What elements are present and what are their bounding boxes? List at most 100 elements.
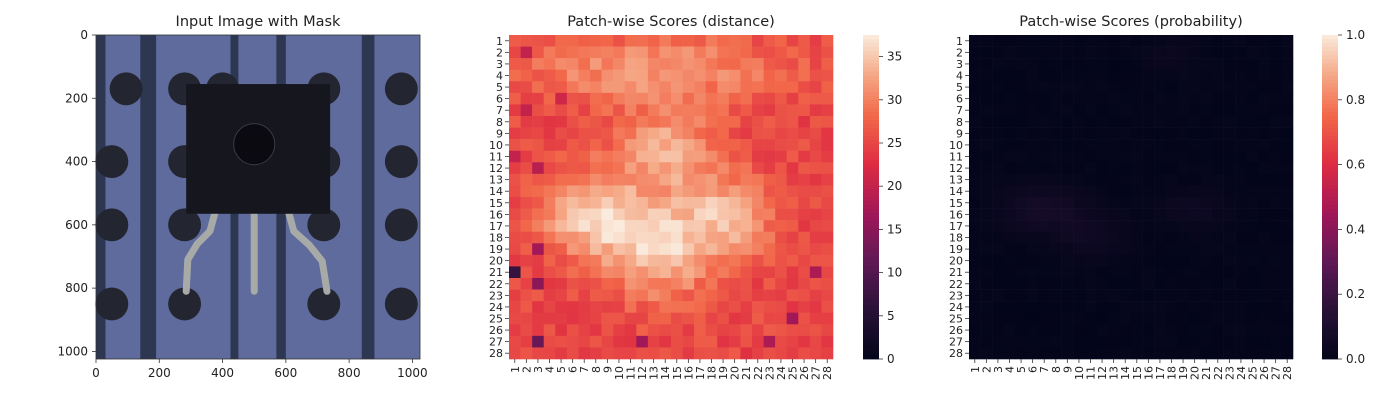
heatmap-cell [752, 312, 764, 325]
heatmap-cell [798, 35, 811, 47]
heatmap-cell [969, 289, 981, 302]
colorbar-segment [1322, 294, 1338, 299]
heatmap-cell [821, 324, 834, 337]
heatmap-cell [705, 301, 718, 314]
heatmap-cell [1084, 312, 1097, 325]
heatmap-cell [1015, 208, 1028, 221]
heatmap-cell [1246, 162, 1259, 175]
heatmap-cell [1119, 69, 1132, 82]
colorbar-segment [863, 144, 879, 149]
heatmap-cell [1003, 208, 1016, 221]
heatmap-cell [520, 81, 533, 94]
heatmap-cell [532, 197, 545, 209]
heatmap-cell [1119, 104, 1132, 117]
colorbar-tick-label: 30 [887, 93, 902, 107]
heatmap-cell [694, 220, 707, 233]
heatmap-cell [728, 58, 741, 71]
heatmap-cell [694, 46, 707, 59]
colorbar-tick-label: 20 [887, 179, 902, 193]
heatmap-cell [532, 173, 545, 186]
heatmap-cell [969, 254, 981, 267]
heatmap-cell [1223, 173, 1236, 186]
heatmap-cell [809, 324, 822, 337]
heatmap-cell [520, 301, 533, 314]
heatmap-cell [1084, 220, 1097, 233]
heatmap-cell [694, 347, 707, 360]
heatmap-cell [1235, 150, 1248, 163]
heatmap-cell [1281, 231, 1294, 244]
heatmap-cell [728, 231, 741, 244]
colorbar-segment [863, 350, 879, 356]
heatmap-cell [1096, 289, 1109, 302]
x-tick-label: 15 [1131, 366, 1144, 380]
heatmap-cell [647, 139, 660, 152]
heatmap-cell [520, 150, 533, 163]
heatmap-cell [636, 116, 649, 128]
heatmap-cell [601, 104, 614, 117]
heatmap-cell [566, 150, 579, 163]
heatmap-cell [1258, 289, 1271, 302]
colorbar-segment [863, 326, 879, 332]
heatmap-cell [590, 139, 602, 152]
heatmap-cell [624, 92, 637, 105]
heatmap-cell [1050, 254, 1062, 267]
heatmap-cell [1188, 127, 1201, 140]
heatmap-cell [740, 150, 753, 163]
heatmap-cell [1084, 104, 1097, 117]
heatmap-cell [1246, 231, 1259, 244]
heatmap-cell [671, 139, 683, 152]
heatmap-cell [1096, 162, 1109, 175]
heatmap-cell [1212, 266, 1224, 279]
heatmap-cell [566, 312, 579, 325]
heatmap-cell [1026, 243, 1039, 256]
heatmap-cell [798, 162, 811, 175]
heatmap-cell [1246, 139, 1259, 152]
heatmap-cell [555, 208, 568, 221]
heatmap-cell [1269, 301, 1282, 314]
heatmap-cell [1200, 197, 1213, 209]
heatmap-cell [1165, 231, 1178, 244]
heatmap-cell [659, 116, 672, 128]
y-tick-label: 800 [65, 281, 88, 295]
colorbar-segment [1322, 302, 1338, 307]
heatmap-cell [740, 312, 753, 325]
colorbar-segment [1322, 55, 1338, 60]
heatmap-cell [1223, 58, 1236, 71]
heatmap-cell [1223, 335, 1236, 348]
heatmap-cell [624, 139, 637, 152]
heatmap-cell [775, 220, 788, 233]
x-tick-label: 17 [1154, 366, 1167, 380]
y-tick-label: 600 [65, 218, 88, 232]
y-tick-label: 7 [496, 104, 503, 117]
heatmap-cell [647, 254, 660, 267]
heatmap-cell [1142, 278, 1155, 290]
heatmap-cell [1084, 150, 1097, 163]
colorbar-segment [1322, 298, 1338, 303]
x-tick-label: 8 [1050, 366, 1063, 373]
heatmap-cell [1212, 278, 1224, 290]
heatmap-cell [543, 104, 556, 117]
heatmap-cell [1073, 208, 1086, 221]
heatmap-cell [543, 243, 556, 256]
heatmap-cell [590, 162, 602, 175]
colorbar-segment [863, 83, 879, 89]
heatmap-cell [601, 162, 614, 175]
heatmap-cell [566, 254, 579, 267]
heatmap-cell [1050, 139, 1062, 152]
heatmap-cell [1258, 58, 1271, 71]
heatmap-cell [992, 150, 1005, 163]
heatmap-cell [671, 81, 683, 94]
heatmap-cell [590, 150, 602, 163]
heatmap-cell [740, 185, 753, 198]
heatmap-cell [624, 81, 637, 94]
heatmap-cell [647, 92, 660, 105]
heatmap-cell [798, 127, 811, 140]
heatmap-cell [509, 69, 521, 82]
heatmap-cell [1188, 301, 1201, 314]
heatmap-cell [1119, 58, 1132, 71]
heatmap-cell [1107, 58, 1120, 71]
heatmap-cell [775, 289, 788, 302]
heatmap-cell [1223, 254, 1236, 267]
heatmap-cell [1131, 324, 1143, 337]
heatmap-cell [659, 104, 672, 117]
